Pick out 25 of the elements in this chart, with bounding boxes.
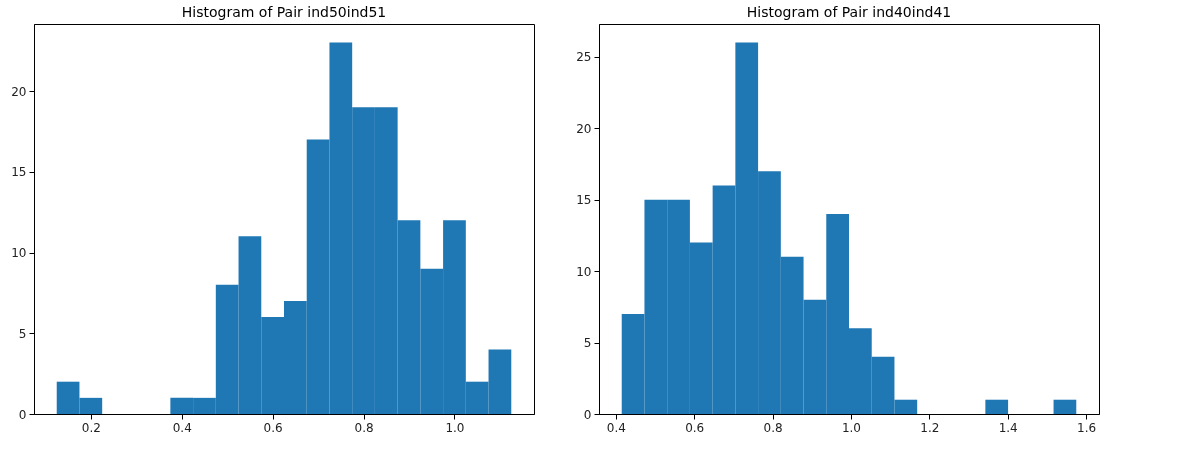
y-tick-label: 10 [11, 246, 27, 261]
x-tick-label: 1.0 [841, 420, 862, 435]
x-tick-label: 0.4 [172, 420, 192, 435]
y-tick-label: 5 [583, 336, 592, 351]
x-tick-label: 0.6 [263, 420, 283, 435]
x-tick-label: 1.2 [920, 420, 940, 435]
chart-title: Histogram of Pair ind50ind51 [181, 4, 387, 20]
x-tick-label: 0.8 [763, 420, 783, 435]
y-tick-label: 20 [576, 121, 592, 136]
y-tick-label: 0 [583, 407, 592, 422]
y-tick-label: 5 [18, 326, 27, 341]
x-tick-label: 1.4 [998, 420, 1018, 435]
y-tick-label: 15 [576, 193, 592, 208]
y-tick-label: 15 [11, 165, 27, 180]
y-tick-label: 10 [576, 264, 592, 279]
x-tick-label: 0.4 [606, 420, 626, 435]
y-tick-label: 25 [576, 50, 592, 65]
x-tick-label: 0.6 [685, 420, 705, 435]
x-tick-label: 0.8 [354, 420, 374, 435]
x-tick-label: 1.6 [1077, 420, 1097, 435]
x-tick-label: 0.2 [81, 420, 101, 435]
x-tick-label: 1.0 [445, 420, 465, 435]
y-tick-label: 20 [11, 84, 27, 99]
y-tick-label: 0 [18, 407, 27, 422]
chart-title: Histogram of Pair ind40ind41 [746, 4, 952, 20]
